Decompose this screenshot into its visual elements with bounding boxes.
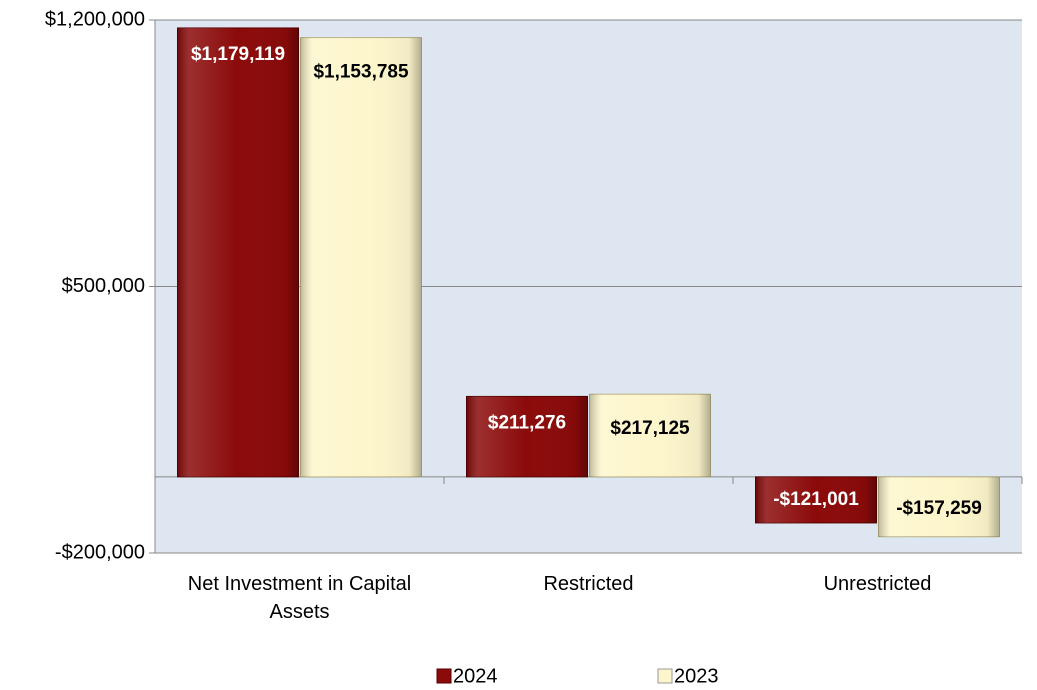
x-tick-label: Net Investment in Capital Assets [187,573,412,623]
y-tick-label: $1,200,000 [45,8,145,30]
bar-shine [300,37,422,477]
bar-shine [466,396,588,477]
x-tick-label: Restricted [543,573,634,595]
legend-label: 2023 [674,665,719,687]
data-label: $211,276 [488,412,566,433]
y-tick-label: $500,000 [62,275,145,297]
data-label: $1,179,119 [191,44,285,65]
data-label: -$121,001 [773,489,859,510]
legend-swatch [436,668,452,684]
bar-shine [589,394,711,477]
data-label: $217,125 [610,418,690,439]
legend-swatch [657,668,673,684]
bar-shine [878,476,1000,537]
legend-label: 2024 [453,665,498,687]
y-tick-label: -$200,000 [55,541,145,563]
data-label: $1,153,785 [313,62,409,83]
data-label: -$157,259 [896,498,982,519]
bar-shine [177,27,299,477]
x-tick-label: Unrestricted [823,573,932,595]
bar-shine [755,476,877,523]
